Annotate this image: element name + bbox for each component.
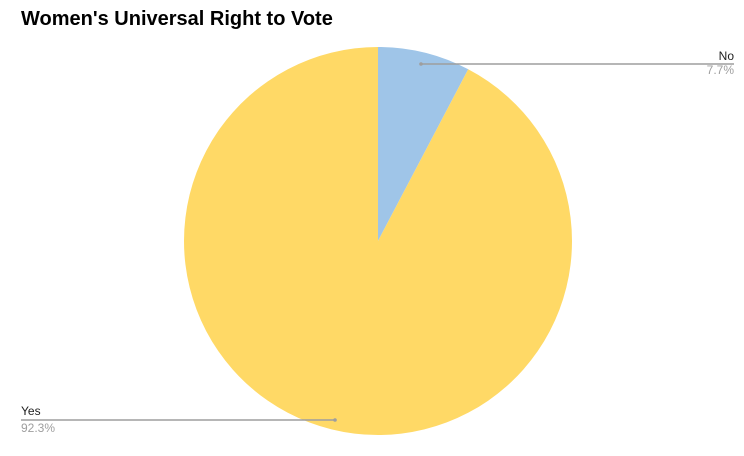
- slice-label-no: No: [719, 49, 735, 63]
- slice-percent-no: 7.7%: [707, 63, 735, 77]
- pie-slice-yes[interactable]: [183, 47, 572, 435]
- pie-slice-no[interactable]: [378, 47, 469, 241]
- leader-dot-no: [419, 62, 423, 66]
- chart-title: Women's Universal Right to Vote: [21, 8, 333, 30]
- slice-label-yes: Yes: [21, 404, 41, 418]
- slice-percent-yes: 92.3%: [21, 421, 55, 435]
- leader-dot-yes: [333, 418, 337, 422]
